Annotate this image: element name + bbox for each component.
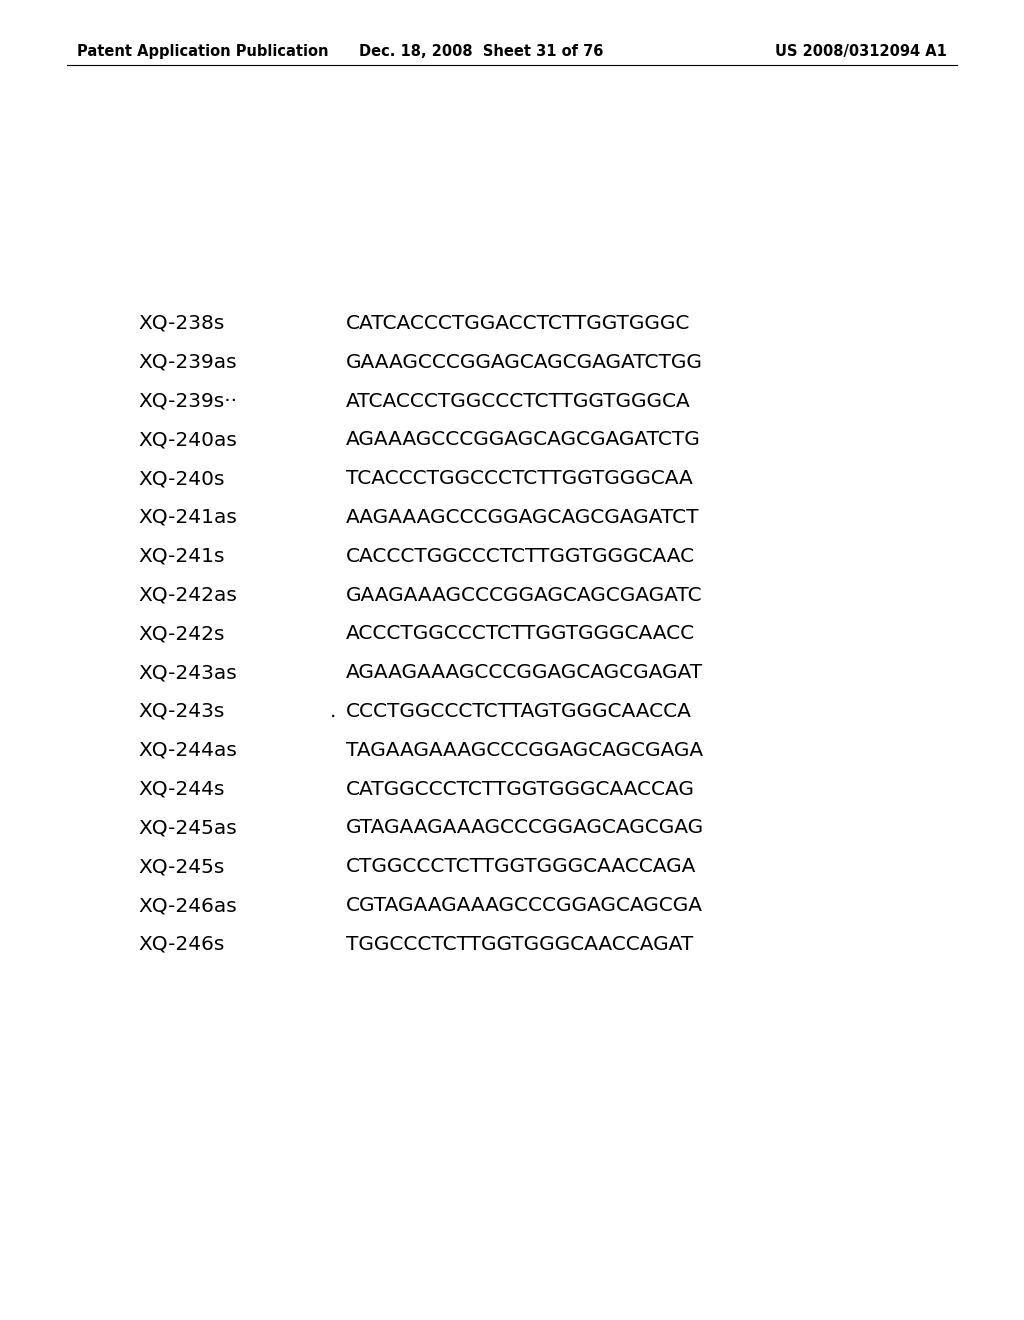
Text: TCACCCTGGCCCTCTTGGTGGGCAA: TCACCCTGGCCCTCTTGGTGGGCAA (346, 469, 693, 488)
Text: TGGCCCTCTTGGTGGGCAACCAGAT: TGGCCCTCTTGGTGGGCAACCAGAT (346, 935, 693, 954)
Text: XQ-242as: XQ-242as (138, 586, 238, 605)
Text: ACCCTGGCCCTCTTGGTGGGCAACC: ACCCTGGCCCTCTTGGTGGGCAACC (346, 624, 695, 643)
Text: XQ-241as: XQ-241as (138, 508, 238, 527)
Text: GAAGAAAGCCCGGAGCAGCGAGATC: GAAGAAAGCCCGGAGCAGCGAGATC (346, 586, 702, 605)
Text: XQ-238s: XQ-238s (138, 314, 224, 333)
Text: AGAAAGCCCGGAGCAGCGAGATCTG: AGAAAGCCCGGAGCAGCGAGATCTG (346, 430, 700, 449)
Text: XQ-240s: XQ-240s (138, 469, 224, 488)
Text: XQ-245as: XQ-245as (138, 818, 237, 837)
Text: CTGGCCCTCTTGGTGGGCAACCAGA: CTGGCCCTCTTGGTGGGCAACCAGA (346, 857, 696, 876)
Text: XQ-243s: XQ-243s (138, 702, 224, 721)
Text: TAGAAGAAAGCCCGGAGCAGCGAGA: TAGAAGAAAGCCCGGAGCAGCGAGA (346, 741, 703, 760)
Text: XQ-241s: XQ-241s (138, 546, 224, 566)
Text: XQ-243as: XQ-243as (138, 663, 237, 682)
Text: XQ-239s··: XQ-239s·· (138, 392, 238, 411)
Text: CATCACCCTGGACCTCTTGGTGGGC: CATCACCCTGGACCTCTTGGTGGGC (346, 314, 690, 333)
Text: XQ-242s: XQ-242s (138, 624, 224, 643)
Text: XQ-239as: XQ-239as (138, 352, 237, 372)
Text: XQ-246as: XQ-246as (138, 896, 237, 915)
Text: GAAAGCCCGGAGCAGCGAGATCTGG: GAAAGCCCGGAGCAGCGAGATCTGG (346, 352, 703, 372)
Text: Patent Application Publication: Patent Application Publication (77, 44, 329, 59)
Text: XQ-240as: XQ-240as (138, 430, 238, 449)
Text: GTAGAAGAAAGCCCGGAGCAGCGAG: GTAGAAGAAAGCCCGGAGCAGCGAG (346, 818, 705, 837)
Text: XQ-244as: XQ-244as (138, 741, 238, 760)
Text: XQ-244s: XQ-244s (138, 780, 224, 799)
Text: AGAAGAAAGCCCGGAGCAGCGAGAT: AGAAGAAAGCCCGGAGCAGCGAGAT (346, 663, 703, 682)
Text: US 2008/0312094 A1: US 2008/0312094 A1 (775, 44, 947, 59)
Text: XQ-245s: XQ-245s (138, 857, 224, 876)
Text: CCCTGGCCCTCTTAGTGGGCAACCA: CCCTGGCCCTCTTAGTGGGCAACCA (346, 702, 692, 721)
Text: Dec. 18, 2008  Sheet 31 of 76: Dec. 18, 2008 Sheet 31 of 76 (359, 44, 603, 59)
Text: .: . (330, 702, 336, 721)
Text: ATCACCCTGGCCCTCTTGGTGGGCA: ATCACCCTGGCCCTCTTGGTGGGCA (346, 392, 691, 411)
Text: AAGAAAGCCCGGAGCAGCGAGATCT: AAGAAAGCCCGGAGCAGCGAGATCT (346, 508, 699, 527)
Text: CGTAGAAGAAAGCCCGGAGCAGCGA: CGTAGAAGAAAGCCCGGAGCAGCGA (346, 896, 703, 915)
Text: CACCCTGGCCCTCTTGGTGGGCAAC: CACCCTGGCCCTCTTGGTGGGCAAC (346, 546, 695, 566)
Text: CATGGCCCTCTTGGTGGGCAACCAG: CATGGCCCTCTTGGTGGGCAACCAG (346, 780, 695, 799)
Text: XQ-246s: XQ-246s (138, 935, 224, 954)
